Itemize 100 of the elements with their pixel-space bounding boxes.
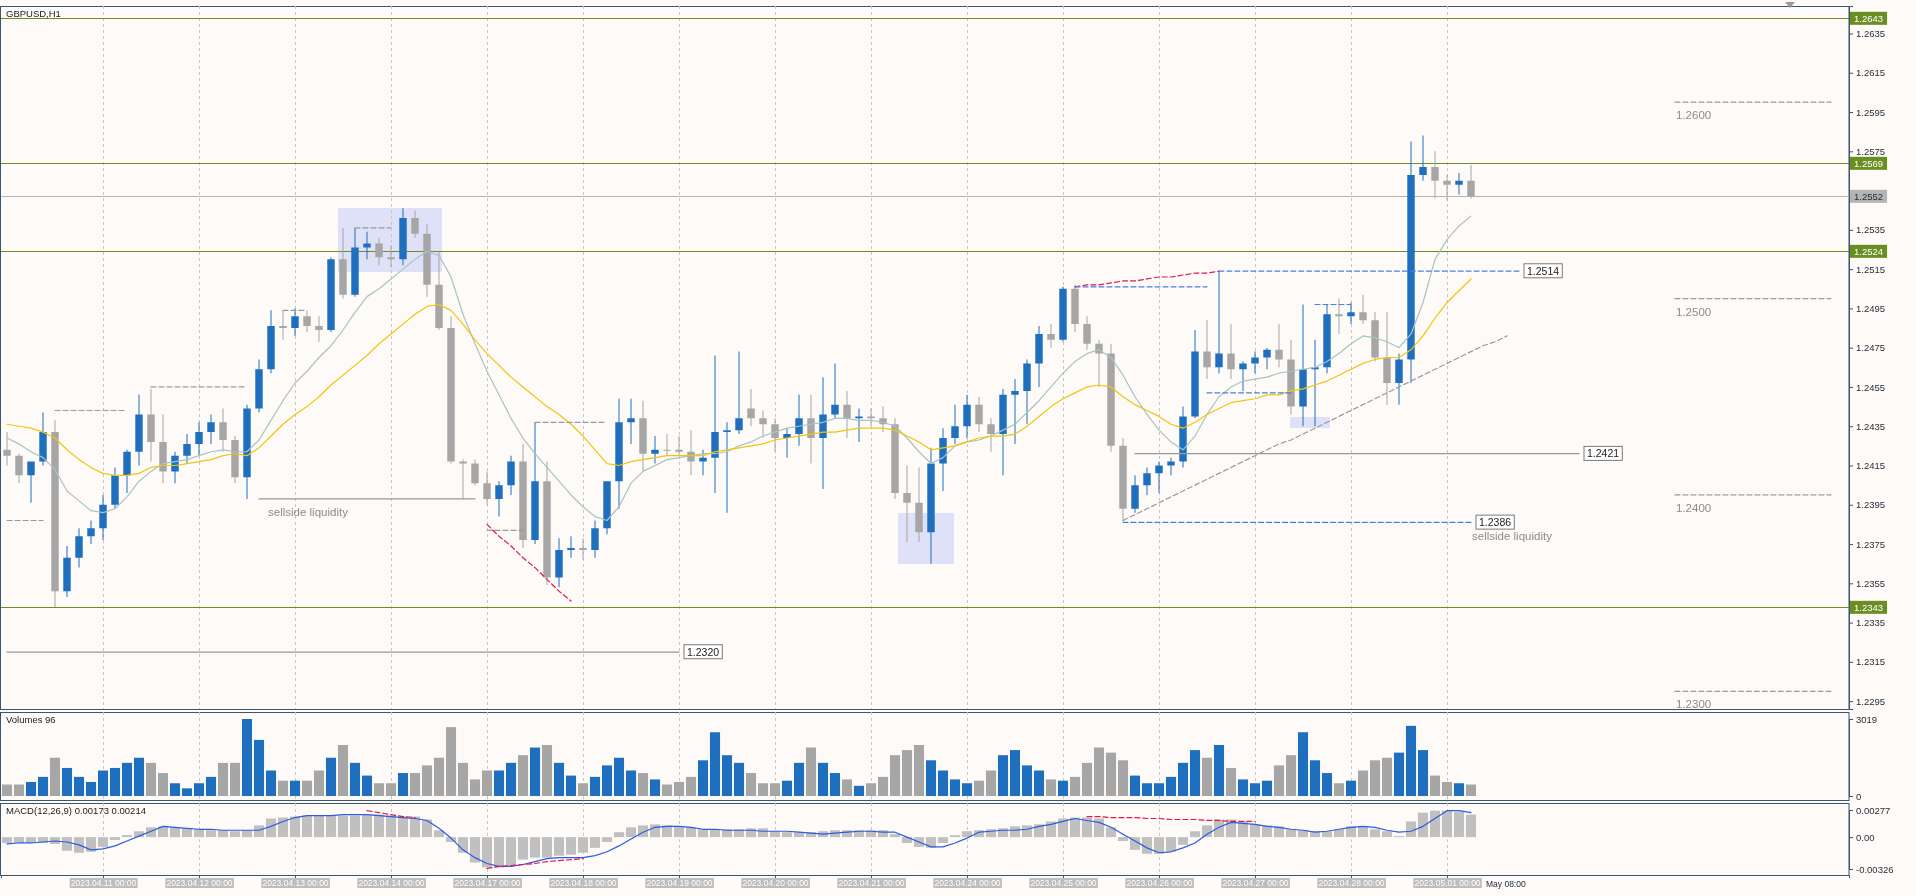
bar bbox=[361, 775, 373, 796]
bar bbox=[505, 762, 517, 796]
bar bbox=[793, 762, 805, 796]
bar bbox=[349, 815, 361, 838]
candlestick bbox=[123, 449, 131, 493]
bar bbox=[925, 760, 937, 796]
bar bbox=[697, 760, 709, 796]
bar bbox=[13, 784, 25, 796]
bar bbox=[877, 776, 889, 796]
bar bbox=[1285, 755, 1297, 796]
bar bbox=[1465, 814, 1477, 838]
bar bbox=[1189, 750, 1201, 796]
bar bbox=[505, 837, 517, 866]
candlestick bbox=[1071, 284, 1079, 332]
candlestick bbox=[1107, 343, 1115, 452]
bar bbox=[397, 773, 409, 796]
series-label: 1.2421 bbox=[1587, 447, 1620, 460]
bar bbox=[1321, 773, 1333, 796]
bar bbox=[1465, 784, 1477, 796]
bar bbox=[649, 779, 661, 796]
bar bbox=[913, 744, 925, 796]
candlestick bbox=[543, 461, 551, 586]
candlestick bbox=[411, 210, 419, 238]
candlestick bbox=[975, 396, 983, 433]
candlestick bbox=[471, 459, 479, 486]
candlestick bbox=[183, 434, 191, 464]
bar bbox=[433, 830, 445, 838]
bar bbox=[613, 832, 625, 838]
candlestick bbox=[315, 316, 323, 342]
bar bbox=[241, 719, 253, 796]
y-tick-label: 1.2435 bbox=[1856, 420, 1886, 432]
bar bbox=[1033, 824, 1045, 838]
bar bbox=[1057, 780, 1069, 796]
bar bbox=[1093, 747, 1105, 796]
bar bbox=[901, 750, 913, 796]
bar bbox=[205, 776, 217, 796]
candlestick bbox=[327, 257, 335, 332]
bar bbox=[1405, 725, 1417, 796]
bar bbox=[973, 780, 985, 796]
candlestick bbox=[51, 420, 59, 607]
bar bbox=[1117, 760, 1129, 796]
y-tick-label: 1.2415 bbox=[1856, 460, 1886, 472]
candlestick bbox=[1191, 330, 1199, 419]
candlestick bbox=[639, 400, 647, 472]
bar bbox=[1225, 767, 1237, 796]
y-tick-label: 1.2475 bbox=[1856, 342, 1886, 354]
bar bbox=[613, 757, 625, 796]
bar bbox=[1165, 837, 1177, 852]
candlestick bbox=[483, 471, 491, 505]
bar bbox=[37, 776, 49, 796]
bar bbox=[589, 837, 601, 848]
candlestick bbox=[627, 398, 635, 444]
candlestick bbox=[75, 528, 83, 568]
y-tick-label: 1.2335 bbox=[1856, 617, 1886, 629]
y-tick-label: 1.2495 bbox=[1856, 302, 1886, 314]
bar bbox=[1429, 775, 1441, 796]
bar bbox=[1441, 781, 1453, 796]
candlestick bbox=[495, 481, 503, 517]
candlestick bbox=[1143, 467, 1151, 495]
bar bbox=[361, 814, 373, 838]
annotation: 1.2300 bbox=[1676, 698, 1712, 711]
candlestick bbox=[1215, 271, 1223, 374]
chart-title: Volumes 96 bbox=[6, 714, 56, 725]
text: May 08:00 bbox=[1486, 879, 1526, 889]
annotation: 1.2600 bbox=[1676, 109, 1712, 122]
y-tick-label: 1.2595 bbox=[1856, 106, 1886, 118]
bar bbox=[1405, 821, 1417, 838]
bar bbox=[145, 762, 157, 796]
bar bbox=[373, 814, 385, 838]
bar bbox=[769, 783, 781, 796]
bar bbox=[937, 837, 949, 843]
candlestick bbox=[1263, 347, 1271, 370]
candlestick bbox=[1299, 304, 1307, 427]
bar bbox=[337, 744, 349, 796]
bar bbox=[1201, 757, 1213, 796]
candlestick bbox=[1287, 339, 1295, 415]
series-label: 1.2386 bbox=[1479, 516, 1512, 529]
bar bbox=[133, 757, 145, 796]
bar bbox=[337, 815, 349, 838]
candlestick bbox=[1131, 475, 1139, 513]
candlestick bbox=[27, 461, 35, 503]
bar bbox=[301, 815, 313, 838]
candlestick bbox=[651, 436, 659, 464]
y-tick-label: 0.00 bbox=[1856, 831, 1875, 843]
candlestick bbox=[147, 388, 155, 462]
bar bbox=[253, 739, 265, 796]
y-tick-label: 1.2295 bbox=[1856, 695, 1886, 707]
candlestick bbox=[363, 231, 371, 260]
bar bbox=[301, 780, 313, 796]
candlestick bbox=[555, 538, 563, 588]
bar bbox=[421, 819, 433, 838]
bar bbox=[1, 837, 13, 843]
y-tick-label: 1.2635 bbox=[1856, 28, 1886, 40]
bar bbox=[1213, 744, 1225, 796]
y-tick-label: 1.2575 bbox=[1856, 145, 1886, 157]
candlestick bbox=[423, 223, 431, 297]
bar bbox=[829, 773, 841, 796]
candlestick bbox=[1407, 141, 1415, 384]
bar bbox=[409, 773, 421, 796]
bar bbox=[445, 727, 457, 796]
